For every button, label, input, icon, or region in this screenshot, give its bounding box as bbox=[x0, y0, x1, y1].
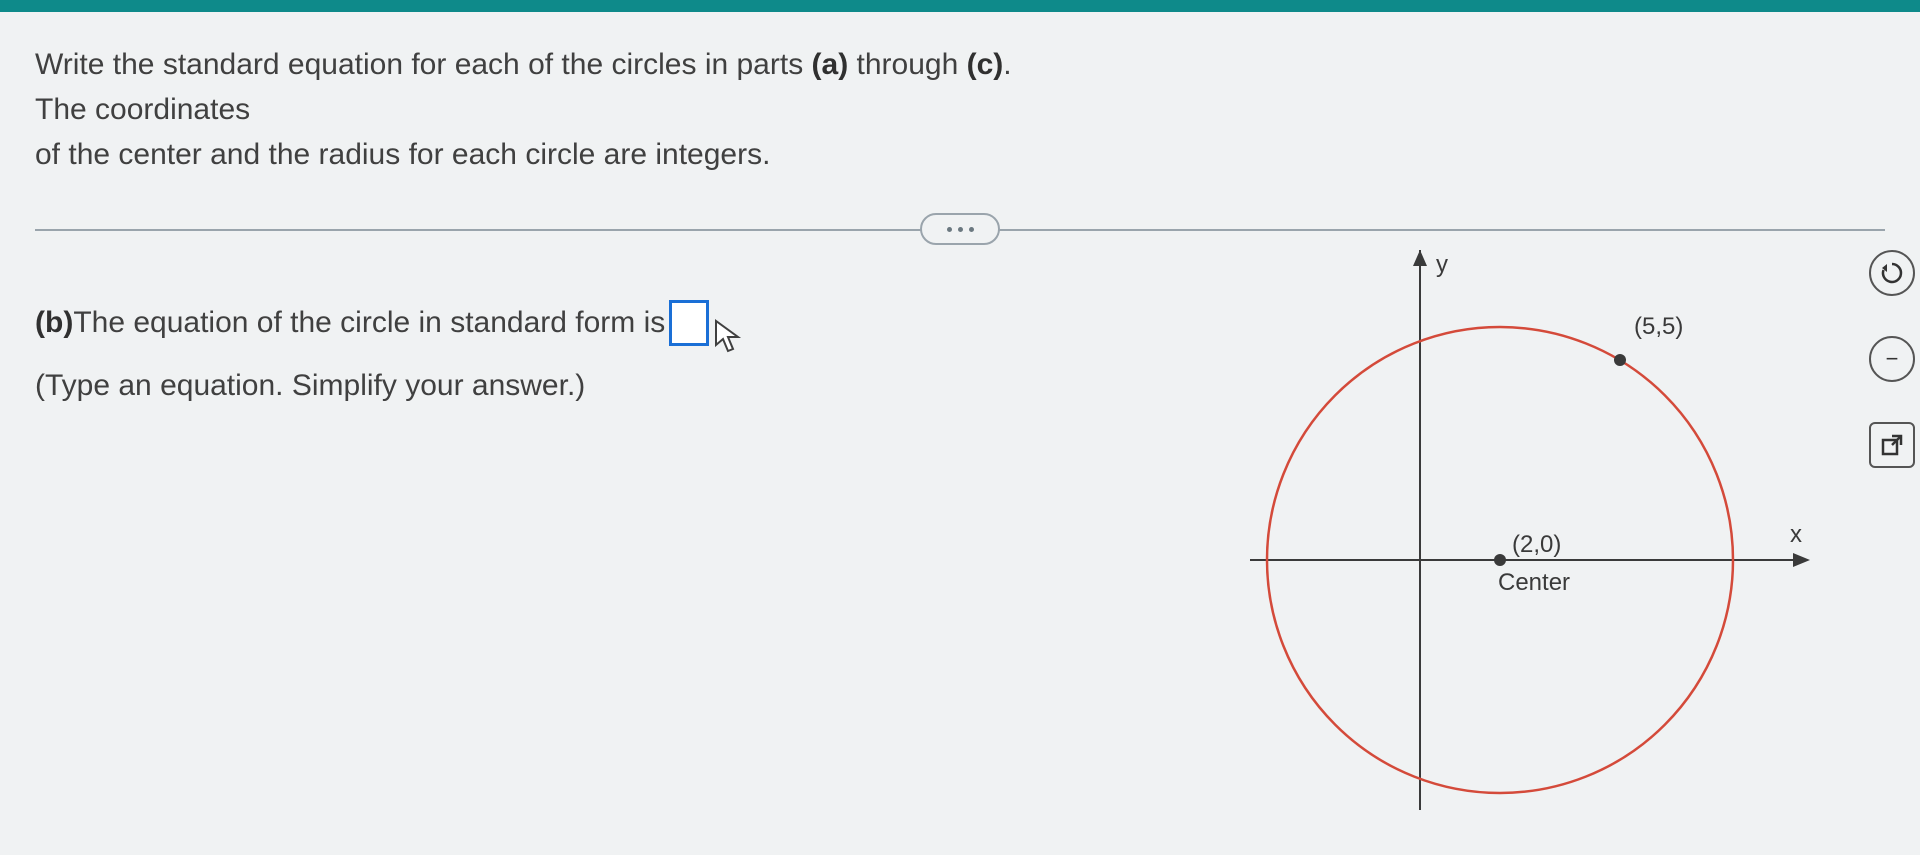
edge-point-label: (5,5) bbox=[1634, 313, 1683, 340]
part-a-label: (a) bbox=[812, 48, 849, 81]
refresh-icon bbox=[1879, 260, 1905, 286]
side-toolbar: − bbox=[1864, 250, 1920, 468]
popout-icon bbox=[1880, 433, 1904, 457]
zoom-out-button[interactable]: − bbox=[1869, 336, 1915, 382]
instructions-text: Write the standard equation for each of … bbox=[35, 48, 812, 81]
edge-point bbox=[1614, 354, 1626, 366]
center-text: Center bbox=[1498, 569, 1570, 596]
divider bbox=[35, 229, 1885, 231]
expand-button[interactable] bbox=[920, 213, 1000, 245]
popout-button[interactable] bbox=[1869, 422, 1915, 468]
refresh-button[interactable] bbox=[1869, 250, 1915, 296]
instructions-text: through bbox=[848, 48, 966, 81]
question-line1: (b) The equation of the circle in standa… bbox=[35, 291, 935, 355]
part-c-label: (c) bbox=[967, 48, 1004, 81]
x-axis-arrow bbox=[1793, 553, 1810, 567]
center-point-label: (2,0) bbox=[1512, 531, 1561, 558]
instructions-block: Write the standard equation for each of … bbox=[35, 42, 1055, 177]
answer-input[interactable] bbox=[669, 300, 709, 346]
question-text: (b) The equation of the circle in standa… bbox=[35, 291, 935, 403]
center-point bbox=[1494, 554, 1506, 566]
top-accent-bar bbox=[0, 0, 1920, 12]
x-axis-label: x bbox=[1790, 521, 1802, 548]
part-b-label: (b) bbox=[35, 306, 73, 340]
minus-icon: − bbox=[1886, 346, 1899, 372]
circle-graph: y x (2,0) Center (5,5) bbox=[1250, 250, 1810, 810]
y-axis-arrow bbox=[1413, 250, 1427, 266]
question-prompt: The equation of the circle in standard f… bbox=[73, 306, 665, 340]
question-hint: (Type an equation. Simplify your answer.… bbox=[35, 369, 935, 403]
y-axis-label: y bbox=[1436, 251, 1448, 278]
instructions-text: of the center and the radius for each ci… bbox=[35, 138, 770, 171]
cursor-icon bbox=[714, 319, 742, 355]
